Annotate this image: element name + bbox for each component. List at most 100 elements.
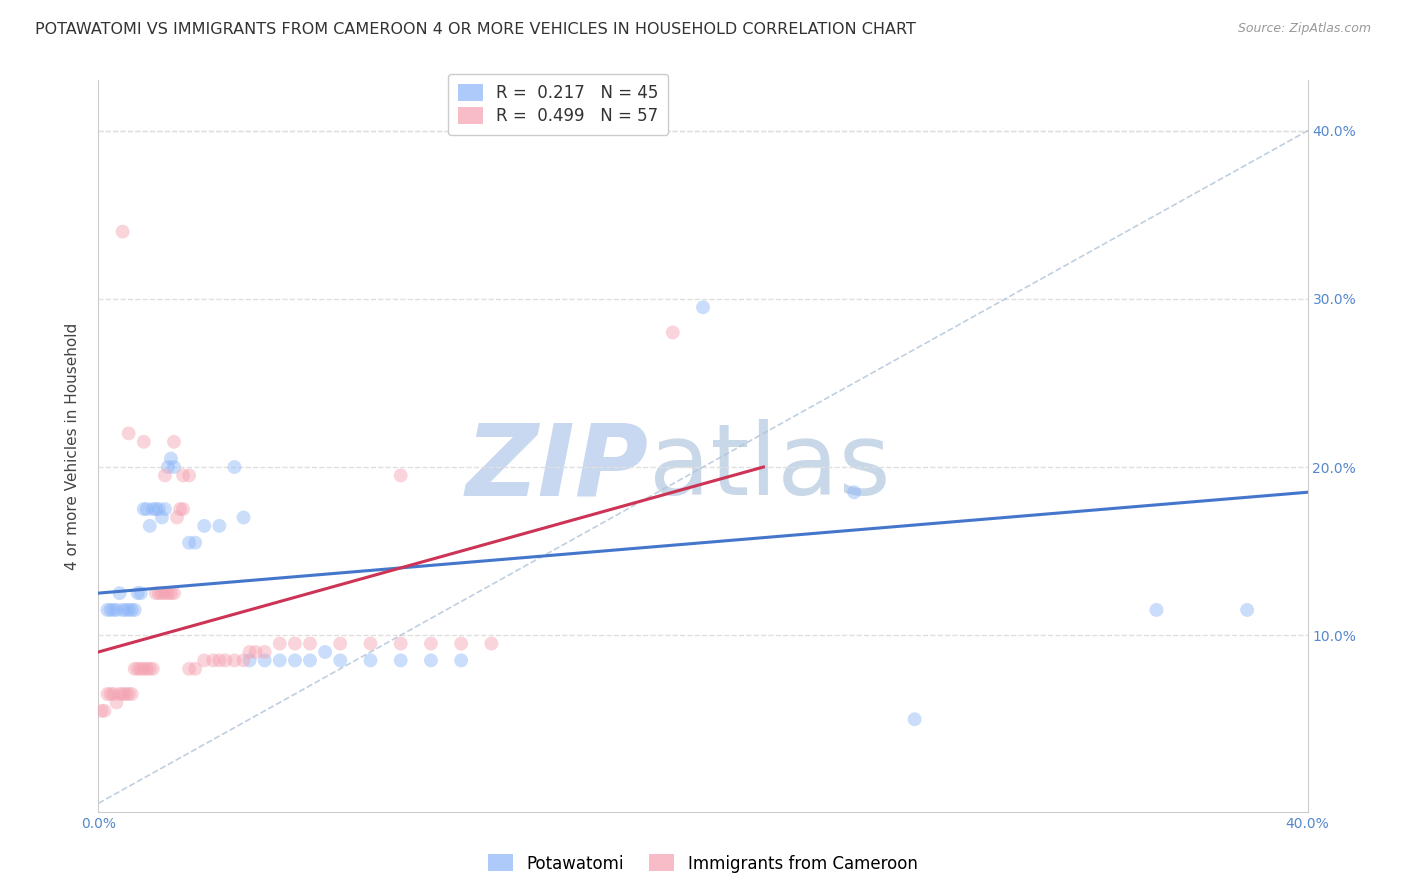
Point <box>1144 603 1167 617</box>
Point <box>184 662 207 676</box>
Point <box>360 653 382 667</box>
Point <box>179 535 201 549</box>
Point <box>148 586 170 600</box>
Point <box>239 645 262 659</box>
Text: POTAWATOMI VS IMMIGRANTS FROM CAMEROON 4 OR MORE VEHICLES IN HOUSEHOLD CORRELATI: POTAWATOMI VS IMMIGRANTS FROM CAMEROON 4… <box>35 22 917 37</box>
Point <box>124 603 146 617</box>
Point <box>193 519 215 533</box>
Point <box>360 636 382 650</box>
Point <box>145 502 167 516</box>
Point <box>156 586 179 600</box>
Point <box>420 653 443 667</box>
Text: atlas: atlas <box>648 419 890 516</box>
Point <box>160 451 183 466</box>
Point <box>172 502 194 516</box>
Point <box>139 519 162 533</box>
Point <box>904 712 927 726</box>
Point <box>1236 603 1258 617</box>
Point <box>163 434 186 449</box>
Point <box>450 636 472 650</box>
Point <box>127 586 149 600</box>
Point <box>100 687 122 701</box>
Point <box>420 636 443 650</box>
Point <box>129 586 152 600</box>
Point <box>481 636 503 650</box>
Point <box>132 434 155 449</box>
Point <box>103 603 125 617</box>
Point <box>208 519 231 533</box>
Point <box>150 510 173 524</box>
Text: Source: ZipAtlas.com: Source: ZipAtlas.com <box>1237 22 1371 36</box>
Point <box>224 653 246 667</box>
Point <box>118 426 141 441</box>
Point <box>163 586 186 600</box>
Point <box>232 653 254 667</box>
Point <box>184 535 207 549</box>
Point <box>121 603 143 617</box>
Point <box>208 653 231 667</box>
Point <box>245 645 267 659</box>
Point <box>389 653 412 667</box>
Point <box>108 586 131 600</box>
Point <box>132 502 155 516</box>
Point <box>105 695 128 709</box>
Point <box>329 653 352 667</box>
Point <box>96 687 118 701</box>
Point <box>253 653 276 667</box>
Point <box>844 485 866 500</box>
Point <box>389 636 412 650</box>
Point <box>114 603 136 617</box>
Point <box>90 704 112 718</box>
Point <box>389 468 412 483</box>
Point <box>269 636 291 650</box>
Point <box>93 704 115 718</box>
Point <box>299 636 322 650</box>
Point <box>100 603 122 617</box>
Point <box>169 502 191 516</box>
Point <box>108 687 131 701</box>
Point <box>214 653 236 667</box>
Point <box>450 653 472 667</box>
Point <box>150 586 173 600</box>
Point <box>135 662 157 676</box>
Point <box>111 603 134 617</box>
Point <box>269 653 291 667</box>
Point <box>135 502 157 516</box>
Point <box>96 603 118 617</box>
Point <box>329 636 352 650</box>
Point <box>124 662 146 676</box>
Point <box>224 460 246 475</box>
Point <box>661 326 683 340</box>
Point <box>284 653 307 667</box>
Point <box>179 468 201 483</box>
Point <box>142 502 165 516</box>
Point <box>103 687 125 701</box>
Point <box>156 460 179 475</box>
Point <box>111 225 134 239</box>
Point <box>253 645 276 659</box>
Point <box>202 653 225 667</box>
Point <box>166 510 188 524</box>
Point <box>142 662 165 676</box>
Point <box>148 502 170 516</box>
Point <box>239 653 262 667</box>
Point <box>121 687 143 701</box>
Y-axis label: 4 or more Vehicles in Household: 4 or more Vehicles in Household <box>65 322 80 570</box>
Point <box>129 662 152 676</box>
Point <box>179 662 201 676</box>
Point <box>163 460 186 475</box>
Point <box>139 662 162 676</box>
Point <box>105 603 128 617</box>
Point <box>114 687 136 701</box>
Point <box>145 586 167 600</box>
Point <box>153 502 176 516</box>
Point <box>153 468 176 483</box>
Point <box>132 662 155 676</box>
Point <box>153 586 176 600</box>
Point <box>299 653 322 667</box>
Point <box>284 636 307 650</box>
Point <box>172 468 194 483</box>
Point <box>160 586 183 600</box>
Legend: R =  0.217   N = 45, R =  0.499   N = 57: R = 0.217 N = 45, R = 0.499 N = 57 <box>447 74 668 136</box>
Point <box>118 603 141 617</box>
